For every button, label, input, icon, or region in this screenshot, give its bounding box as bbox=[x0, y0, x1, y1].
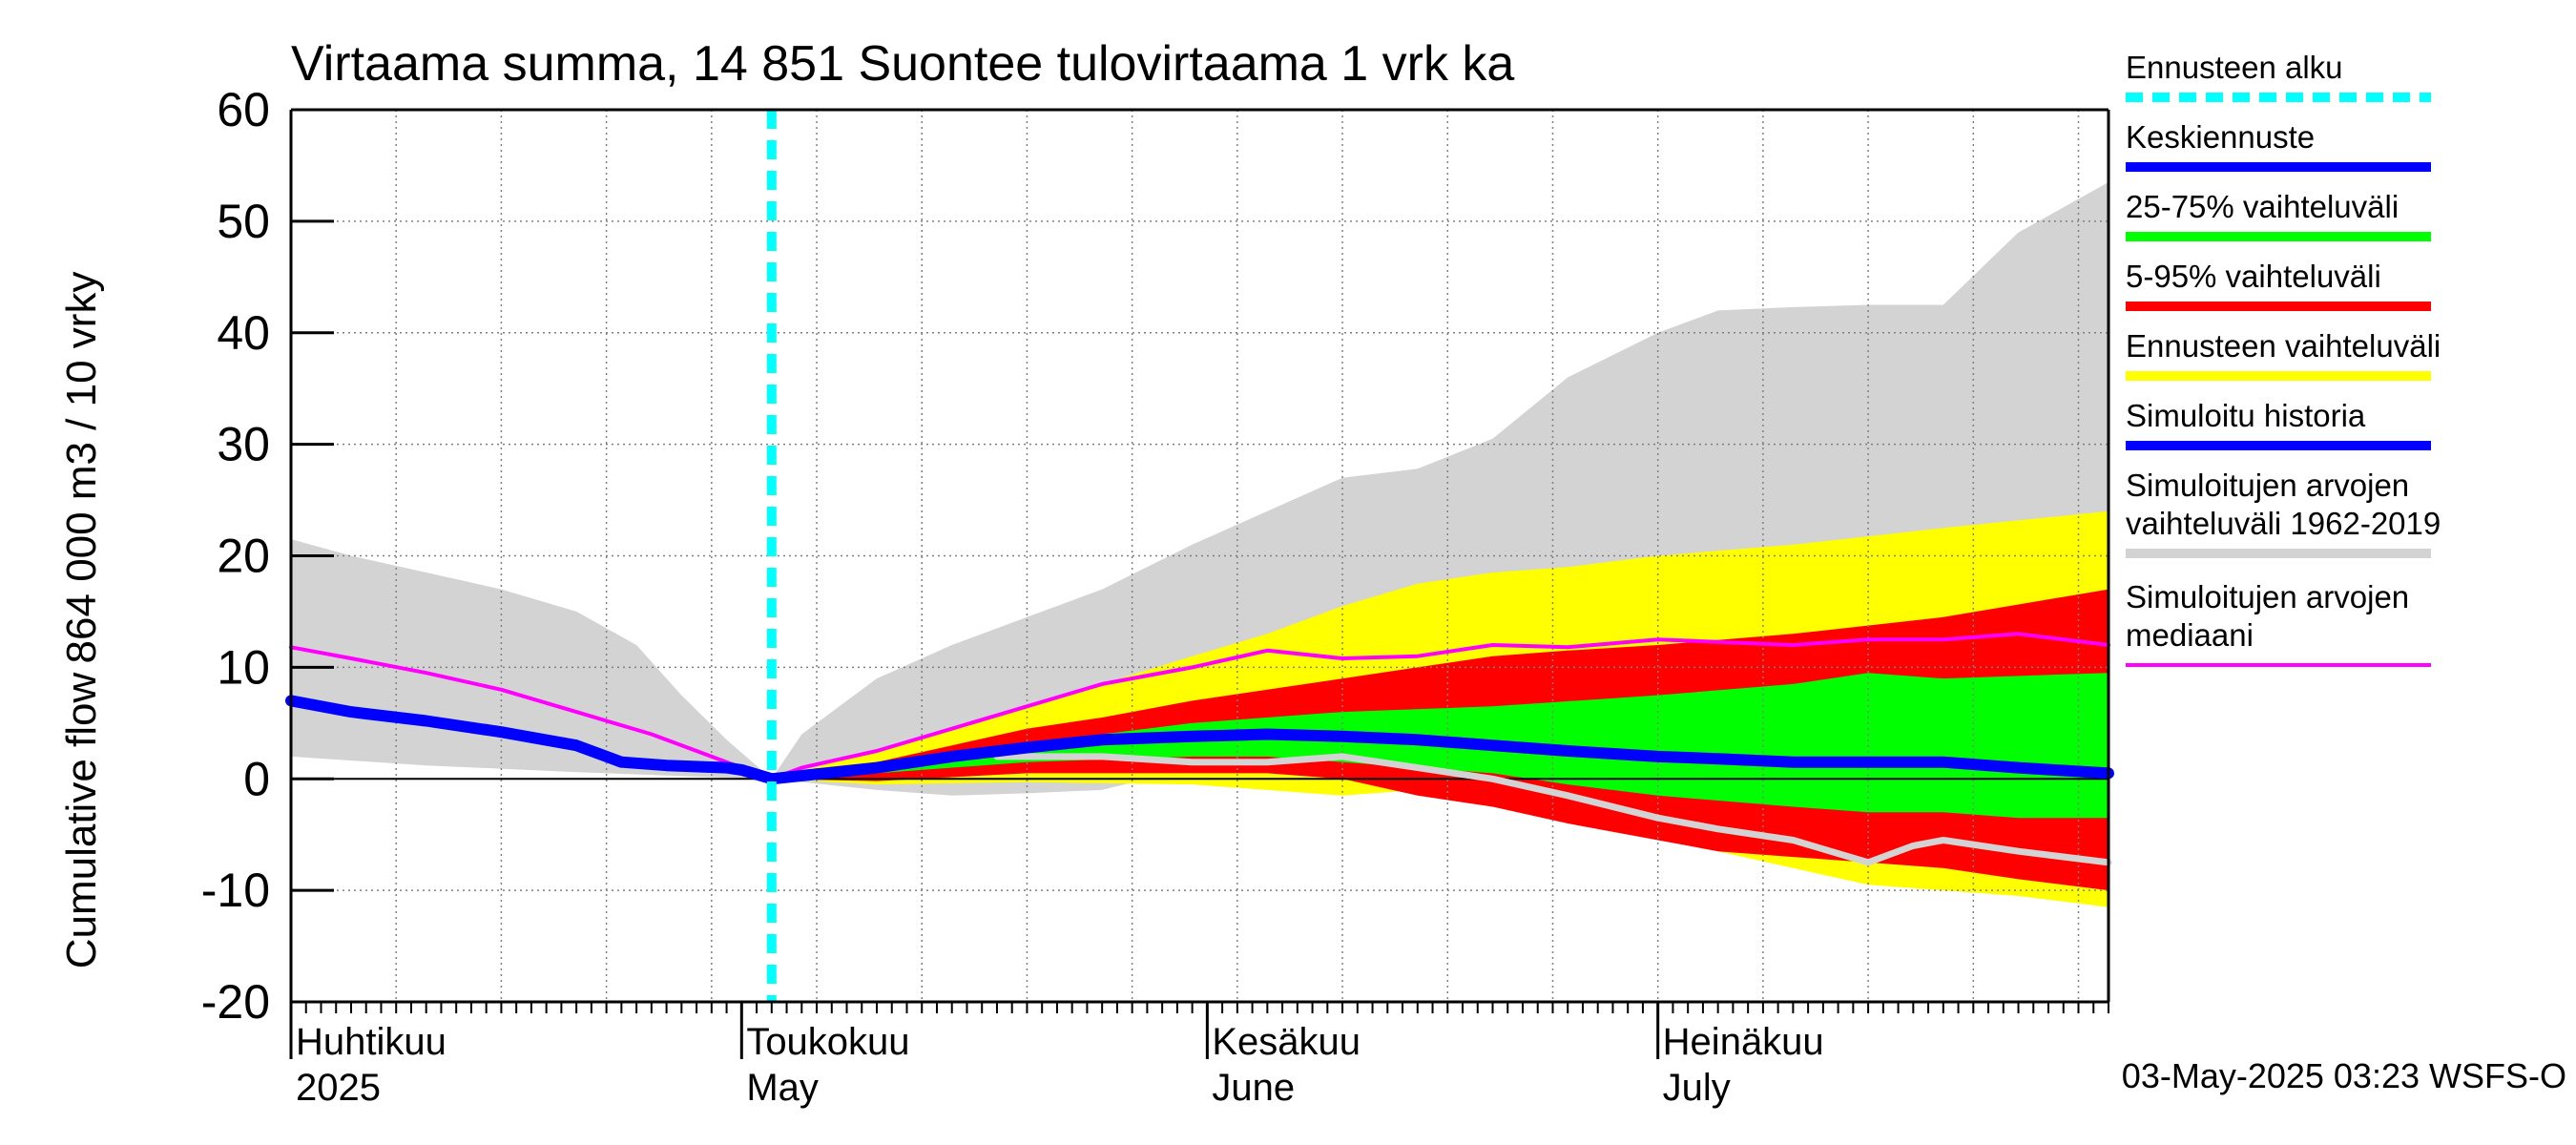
timestamp-footer: 03-May-2025 03:23 WSFS-O bbox=[2122, 1056, 2566, 1095]
legend-label: Keskiennuste bbox=[2126, 119, 2315, 155]
y-tick-label: 20 bbox=[217, 530, 270, 583]
y-axis-label-units: 864 000 m3 / 10 vrky bbox=[58, 272, 105, 664]
chart-title: Virtaama summa, 14 851 Suontee tulovirta… bbox=[291, 36, 1514, 92]
y-tick-label: -10 bbox=[201, 864, 270, 917]
legend-label: Simuloitu historia bbox=[2126, 398, 2366, 433]
y-tick-label: 40 bbox=[217, 306, 270, 360]
y-tick-label: 50 bbox=[217, 195, 270, 248]
y-tick-label: 60 bbox=[217, 83, 270, 136]
legend-label-line2: vaihteluväli 1962-2019 bbox=[2126, 506, 2441, 541]
legend-label: 5-95% vaihteluväli bbox=[2126, 259, 2381, 294]
y-tick-label: 30 bbox=[217, 418, 270, 471]
x-month-label-en: May bbox=[746, 1067, 819, 1109]
legend-label: 25-75% vaihteluväli bbox=[2126, 189, 2399, 224]
line-forecast-mean bbox=[765, 728, 2114, 785]
line-history-dry bbox=[993, 753, 2112, 866]
x-month-label-en: June bbox=[1212, 1067, 1295, 1109]
legend-label: Ennusteen vaihteluväli bbox=[2126, 328, 2441, 364]
y-axis-label: Cumulative flow bbox=[58, 673, 105, 969]
legend-label-line2: mediaani bbox=[2126, 617, 2254, 653]
line-simulated-median bbox=[289, 632, 2110, 781]
x-month-label-fi: Heinäkuu bbox=[1663, 1021, 1824, 1063]
x-month-label-en: 2025 bbox=[296, 1067, 381, 1109]
line-simulated-history bbox=[285, 695, 778, 785]
legend-label: Simuloitujen arvojen bbox=[2126, 579, 2409, 614]
y-tick-label: -20 bbox=[201, 975, 270, 1029]
y-tick-label: 10 bbox=[217, 640, 270, 694]
x-month-label-fi: Toukokuu bbox=[746, 1021, 909, 1063]
x-month-label-fi: Huhtikuu bbox=[296, 1021, 447, 1063]
x-month-label-en: July bbox=[1663, 1067, 1731, 1109]
x-month-label-fi: Kesäkuu bbox=[1212, 1021, 1361, 1063]
legend-label: Ennusteen alku bbox=[2126, 50, 2343, 85]
legend-label: Simuloitujen arvojen bbox=[2126, 468, 2409, 503]
y-tick-label: 0 bbox=[243, 752, 270, 805]
